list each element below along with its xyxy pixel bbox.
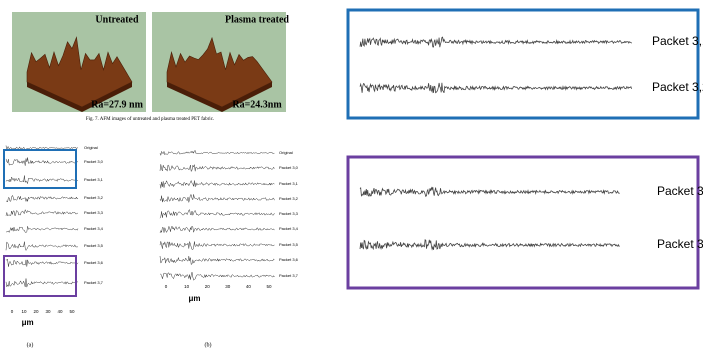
afm-surface: [26, 36, 133, 108]
x-tick-label: 30: [225, 284, 231, 289]
unit-label: μm: [188, 294, 200, 303]
signal-trace: [5, 145, 79, 151]
row-label: Packet 3,7: [84, 280, 104, 285]
zoom-box: [346, 155, 700, 290]
panel-label: (b): [205, 341, 212, 348]
afm-surface: [166, 36, 273, 108]
x-tick-label: 0: [165, 284, 168, 289]
row-label: Original: [84, 145, 98, 150]
row-label: Packet 3,5: [279, 242, 299, 247]
afm-base: [167, 82, 272, 112]
afm-label: Plasma treated: [225, 14, 289, 25]
row-label: Packet 3,1: [279, 181, 299, 186]
signal-trace: [159, 179, 275, 189]
row-label: Packet 3,5: [84, 243, 104, 248]
signal-trace: [5, 194, 79, 203]
row-label: Packet 3,2: [279, 196, 299, 201]
signal-trace: [5, 208, 79, 217]
signal-trace: [159, 194, 275, 203]
unit-label: μm: [22, 318, 34, 327]
signal-trace: [159, 255, 275, 265]
row-label: Packet 3,3: [84, 210, 104, 215]
signal-trace: [159, 164, 275, 173]
zoom-label: Packet 3,1: [652, 34, 703, 48]
signal-trace: [5, 241, 79, 251]
panel-label: (a): [27, 341, 34, 348]
signal-trace: [5, 278, 79, 288]
afm-base: [27, 82, 132, 112]
row-label: Packet 3,6: [84, 260, 104, 265]
caption: Fig. 7. AFM images of untreated and plas…: [86, 117, 214, 122]
highlight-box: [3, 149, 77, 189]
row-label: Packet 3,6: [279, 257, 299, 262]
x-tick-label: 50: [69, 309, 75, 314]
row-label: Packet 3,7: [279, 273, 299, 278]
signal-trace: [5, 226, 79, 233]
x-tick-label: 10: [184, 284, 190, 289]
signal-trace: [359, 239, 620, 251]
zoom-label: Packet 3,6: [657, 184, 703, 198]
zoom-label: Packet 3,2: [652, 80, 703, 94]
x-tick-label: 10: [21, 309, 27, 314]
row-label: Original: [279, 150, 293, 155]
signal-trace: [5, 175, 79, 185]
signal-trace: [159, 225, 275, 234]
x-tick-label: 40: [246, 284, 252, 289]
x-tick-label: 20: [33, 309, 39, 314]
afm-roughness: Ra=24.3nm: [232, 99, 282, 110]
signal-trace: [159, 241, 275, 250]
row-label: Packet 3,1: [84, 177, 104, 182]
x-tick-label: 30: [45, 309, 51, 314]
x-tick-label: 50: [266, 284, 272, 289]
x-tick-label: 40: [57, 309, 63, 314]
row-label: Packet 3,2: [84, 195, 104, 200]
signal-trace: [159, 209, 275, 219]
signal-trace: [359, 186, 620, 198]
signal-trace: [359, 82, 632, 94]
x-tick-label: 0: [11, 309, 14, 314]
x-tick-label: 20: [205, 284, 211, 289]
signal-trace: [359, 36, 632, 48]
highlight-box: [3, 255, 77, 297]
row-label: Packet 3,3: [279, 211, 299, 216]
row-label: Packet 3,0: [279, 165, 299, 170]
afm-roughness: Ra=27.9 nm: [91, 99, 143, 110]
afm-label: Untreated: [95, 14, 139, 25]
zoom-box: [346, 8, 700, 120]
zoom-label: Packet 3,7: [657, 237, 703, 251]
row-label: Packet 3,0: [84, 159, 104, 164]
signal-trace: [5, 157, 79, 166]
signal-trace: [5, 258, 79, 267]
row-label: Packet 3,4: [84, 226, 104, 231]
signal-trace: [159, 272, 275, 281]
signal-trace: [159, 150, 275, 157]
row-label: Packet 3,4: [279, 226, 299, 231]
